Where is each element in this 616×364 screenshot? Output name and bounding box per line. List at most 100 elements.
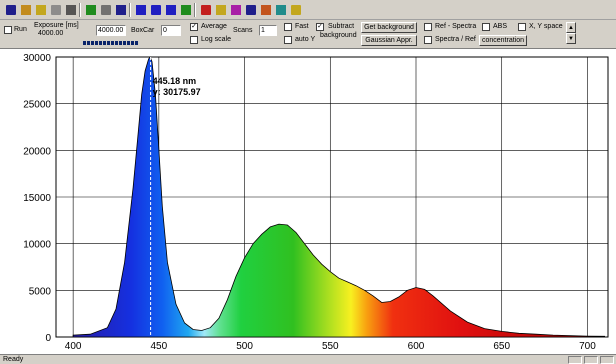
status-panel-2 <box>584 356 598 364</box>
help-button[interactable] <box>289 3 303 17</box>
xy-space-label: X, Y space <box>529 23 563 30</box>
auto-y-checkbox[interactable] <box>284 36 292 44</box>
zoom-horizontal-button[interactable] <box>134 3 148 17</box>
spectrum-plot-area[interactable]: 400 450 500 550 600 650 700 0 5000 10000 15000 2000… <box>0 48 616 355</box>
graph-button[interactable] <box>229 3 243 17</box>
open-folder-button[interactable] <box>19 3 33 17</box>
open-file-button[interactable] <box>34 3 48 17</box>
toolbar-separator <box>79 3 81 17</box>
concentration-button[interactable]: concentration <box>479 35 527 46</box>
tools-icon <box>101 5 111 15</box>
auto-y-label: auto Y <box>295 36 316 43</box>
print-button[interactable] <box>64 3 78 17</box>
zoom-vertical-button[interactable] <box>149 3 163 17</box>
spectrum-color-button[interactable] <box>199 3 213 17</box>
background-label: background <box>320 32 357 39</box>
spectrum-color-icon <box>201 5 211 15</box>
x-tick-label: 500 <box>236 341 253 352</box>
lamp-icon <box>216 5 226 15</box>
y-tick-label: 10000 <box>23 240 51 251</box>
copy-button[interactable] <box>49 3 63 17</box>
average-label: Average <box>201 23 227 30</box>
subtract-label: Subtract <box>328 23 355 30</box>
spin-down-button[interactable]: ▼ <box>566 33 576 44</box>
status-panel-1 <box>568 356 582 364</box>
progress-segment <box>99 41 102 45</box>
x-tick-label: 550 <box>322 341 339 352</box>
tools-button[interactable] <box>99 3 113 17</box>
x-tick-label: 600 <box>408 341 425 352</box>
spectrum-series <box>72 56 606 338</box>
run-checkbox[interactable] <box>4 26 12 34</box>
xy-space-checkbox[interactable] <box>518 23 526 31</box>
y-tick-label: 0 <box>45 333 51 344</box>
spectra-ref-label: Spectra / Ref <box>435 36 476 43</box>
lamp-button[interactable] <box>214 3 228 17</box>
progress-segment <box>91 41 94 45</box>
average-check-icon: ✓ <box>191 23 197 30</box>
subtract-background-checkbox[interactable]: ✓ <box>316 23 324 31</box>
status-panel-3 <box>600 356 614 364</box>
y-tick-label: 5000 <box>29 286 52 297</box>
x-tick-label: 700 <box>579 341 596 352</box>
y-tick-label: 30000 <box>23 53 51 64</box>
arrow-down-icon: ▼ <box>568 36 574 42</box>
help-icon <box>291 5 301 15</box>
graph-icon <box>231 5 241 15</box>
gaussian-approximation-button[interactable]: Gaussian Appr. <box>361 35 417 46</box>
network-button[interactable] <box>274 3 288 17</box>
save-icon <box>6 5 16 15</box>
ref-spectra-label: Ref - Spectra <box>435 23 477 30</box>
exposure-label: Exposure [ms] <box>34 22 79 29</box>
exposure-progress-bar <box>83 41 138 45</box>
acquisition-toolbar: Run Exposure [ms] 4000.00 4000.00 BoxCar… <box>0 20 616 48</box>
toolbar-separator <box>194 3 196 17</box>
abs-label: ABS <box>493 23 508 30</box>
subtract-check-icon: ✓ <box>317 23 323 30</box>
export-icon <box>116 5 126 15</box>
spectra-ref-checkbox[interactable] <box>424 36 432 44</box>
progress-segment <box>115 41 118 45</box>
status-bar: Ready <box>0 354 616 364</box>
progress-segment <box>135 41 138 45</box>
average-checkbox[interactable]: ✓ <box>190 23 198 31</box>
x-tick-label: 650 <box>493 341 510 352</box>
copy-icon <box>51 5 61 15</box>
y-tick-label: 20000 <box>23 146 51 157</box>
toolbar-separator <box>129 3 131 17</box>
fast-label: Fast <box>295 23 309 30</box>
exposure-input[interactable]: 4000.00 <box>96 25 126 36</box>
progress-segment <box>119 41 122 45</box>
camera-button[interactable] <box>244 3 258 17</box>
boxcar-label: BoxCar <box>131 27 155 34</box>
peak-button[interactable] <box>179 3 193 17</box>
spin-up-button[interactable]: ▲ <box>566 22 576 33</box>
boxcar-input[interactable]: 0 <box>161 25 181 36</box>
spectrum-chart[interactable]: 400 450 500 550 600 650 700 0 5000 10000 15000 2000… <box>0 49 616 355</box>
run-label: Run <box>14 26 27 33</box>
ref-spectra-checkbox[interactable] <box>424 23 432 31</box>
arrow-up-icon: ▲ <box>568 25 574 31</box>
abs-checkbox[interactable] <box>482 23 490 31</box>
export-button[interactable] <box>114 3 128 17</box>
save-button[interactable] <box>4 3 18 17</box>
camera-icon <box>246 5 256 15</box>
network-icon <box>276 5 286 15</box>
fast-checkbox[interactable] <box>284 23 292 31</box>
zoom-both-button[interactable] <box>164 3 178 17</box>
reference-button[interactable] <box>84 3 98 17</box>
x-tick-label: 400 <box>65 341 82 352</box>
get-background-button[interactable]: Get background <box>361 22 417 33</box>
progress-segment <box>131 41 134 45</box>
palette-button[interactable] <box>259 3 273 17</box>
progress-segment <box>127 41 130 45</box>
open-folder-icon <box>21 5 31 15</box>
cursor-y-readout: y: 30175.97 <box>153 87 201 97</box>
zoom-vertical-icon <box>151 5 161 15</box>
progress-segment <box>95 41 98 45</box>
log-scale-checkbox[interactable] <box>190 36 198 44</box>
print-icon <box>66 5 76 15</box>
zoom-horizontal-icon <box>136 5 146 15</box>
palette-icon <box>261 5 271 15</box>
scans-input[interactable]: 1 <box>259 25 277 36</box>
